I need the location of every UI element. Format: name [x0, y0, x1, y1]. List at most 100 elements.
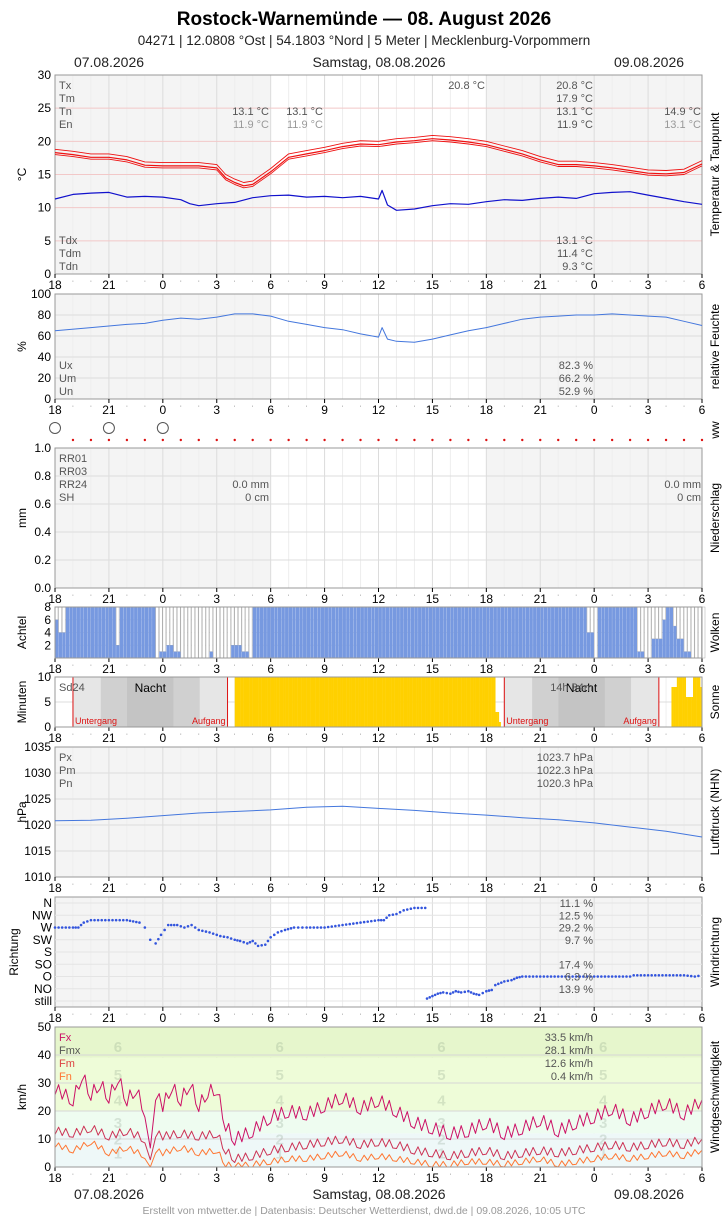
cloud-cover-bar [320, 607, 325, 658]
direction-point [391, 913, 395, 916]
x-tick-label: 21 [534, 731, 548, 745]
cloud-cover-bar [270, 607, 275, 658]
y-tick-label: 8 [44, 600, 51, 614]
night-band-core [558, 677, 605, 727]
x-minor-tick: · [575, 1011, 577, 1018]
x-minor-tick: · [611, 278, 613, 285]
sun-bar [671, 687, 674, 727]
direction-point [233, 938, 237, 942]
direction-point [204, 930, 208, 933]
stat-label: Pn [59, 778, 72, 790]
beaufort-label: 4 [599, 1092, 608, 1109]
direction-point [423, 906, 427, 910]
direction-point [246, 942, 249, 945]
x-minor-tick: · [521, 1171, 523, 1178]
direction-point [143, 926, 147, 929]
stat-label: Fn [59, 1071, 72, 1083]
x-minor-tick: · [413, 1011, 415, 1018]
x-minor-tick: · [413, 731, 415, 738]
night-label: Nacht [566, 681, 598, 695]
sun-bar [290, 677, 293, 727]
cloud-cover-bar [83, 607, 88, 658]
stat-label: Tdx [59, 235, 78, 247]
x-minor-tick: · [287, 1171, 289, 1178]
x-minor-tick: · [126, 1171, 128, 1178]
x-minor-tick: · [449, 403, 451, 410]
cloud-cover-bar [385, 607, 390, 658]
x-minor-tick: · [72, 592, 74, 599]
x-minor-tick: · [234, 731, 236, 738]
y-tick-label: 4 [44, 626, 51, 640]
x-minor-tick: · [629, 881, 631, 888]
sun-bar [475, 677, 478, 727]
direction-point [585, 975, 589, 978]
sun-bar [457, 677, 460, 727]
x-minor-tick: · [359, 1171, 361, 1178]
stat-label: Tdm [59, 248, 81, 260]
sun-bar [491, 677, 494, 727]
stat-value: 13.1 °C [556, 106, 593, 118]
sun-bar [279, 677, 282, 727]
sun-bar [409, 677, 412, 727]
direction-point [433, 993, 437, 997]
x-minor-tick: · [467, 1171, 469, 1178]
cloud-cover-bar [263, 607, 267, 658]
direction-point [546, 975, 549, 978]
direction-point [242, 940, 246, 944]
x-minor-tick: · [305, 731, 307, 738]
x-tick-label: 0 [159, 662, 166, 676]
direction-point [330, 925, 334, 928]
weather-dot [592, 438, 596, 442]
x-minor-tick: · [180, 731, 182, 738]
sun-bar [252, 677, 255, 727]
cloud-cover-bar [493, 607, 497, 658]
cloud-clear-bar [158, 606, 163, 652]
cloud-cover-bar [349, 607, 354, 658]
cloud-cover-bar [507, 607, 512, 658]
series-line-wind-min [54, 1140, 703, 1168]
x-minor-tick: · [198, 662, 200, 669]
x-tick-label: 18 [480, 278, 494, 292]
cloud-cover-bar [159, 651, 163, 658]
y-tick-label: 5 [44, 695, 51, 709]
direction-point [653, 973, 657, 977]
cloud-cover-bar [522, 607, 526, 658]
cloud-clear-bar [61, 606, 66, 633]
sun-bar [277, 677, 280, 727]
x-tick-label: 18 [48, 1171, 62, 1185]
cloud-cover-bar [489, 607, 494, 658]
direction-point [166, 923, 170, 927]
cloud-cover-bar [533, 607, 537, 658]
direction-point [352, 922, 355, 925]
x-minor-tick: · [521, 881, 523, 888]
x-minor-tick: · [198, 403, 200, 410]
beaufort-band [55, 1027, 702, 1058]
stat-label: Tx [59, 80, 72, 92]
x-minor-tick: · [72, 731, 74, 738]
cloud-cover-bar [443, 607, 447, 658]
x-tick-label: 12 [372, 881, 386, 895]
cloud-cover-bar [622, 607, 627, 658]
weather-symbol-circle [49, 422, 61, 434]
x-minor-tick: · [126, 881, 128, 888]
x-tick-label: 3 [213, 881, 220, 895]
x-minor-tick: · [180, 278, 182, 285]
sun-bar [320, 677, 323, 727]
sun-bar [446, 677, 449, 727]
direction-point [107, 918, 111, 922]
x-minor-tick: · [521, 592, 523, 599]
panel-wind_direction: 18 21 0 3 6 9 12 15 18 21 0 3 6 · · · · · · · · · · · · · · · · · · · · ·… [7, 896, 722, 1025]
stat-label: En [59, 119, 72, 131]
weather-dot [700, 438, 704, 442]
page-title: Rostock-Warnemünde — 08. August 2026 [177, 9, 551, 30]
sun-bar [455, 677, 458, 727]
sunset-label: Untergang [506, 716, 548, 726]
x-minor-tick: · [557, 1171, 559, 1178]
cloud-cover-bar [439, 607, 443, 658]
direction-point [405, 908, 409, 911]
stat-value: 20.8 °C [556, 80, 593, 92]
sun-bar [364, 677, 367, 727]
stat-value: 28.1 km/h [545, 1045, 593, 1057]
footer-date-right: 09.08.2026 [614, 1186, 684, 1202]
cloud-cover-bar [453, 607, 458, 658]
